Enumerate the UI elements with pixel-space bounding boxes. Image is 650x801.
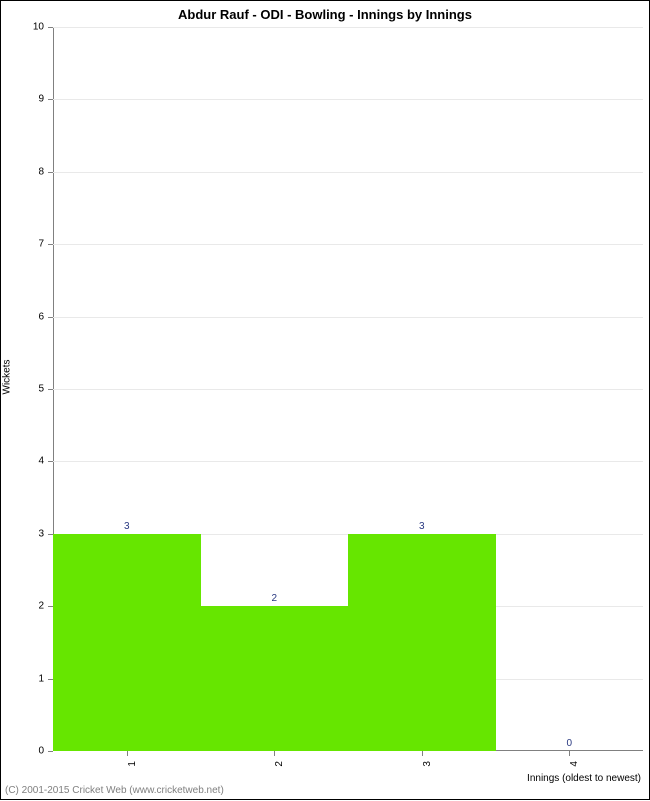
x-tick-label: 3 [422,761,433,801]
y-tick-label: 1 [1,673,44,684]
x-tick [569,751,570,756]
bar-value-label: 3 [124,521,130,532]
x-tick-label: 1 [127,761,138,801]
y-tick [48,99,53,100]
y-tick-label: 4 [1,456,44,467]
gridline-h [53,317,643,318]
bar [201,606,349,751]
gridline-h [53,172,643,173]
y-tick [48,534,53,535]
x-axis-title: Innings (oldest to newest) [527,773,641,784]
gridline-h [53,27,643,28]
x-tick-label: 2 [274,761,285,801]
bar-value-label: 2 [271,593,277,604]
y-tick [48,389,53,390]
y-tick-label: 7 [1,239,44,250]
y-tick-label: 5 [1,384,44,395]
y-tick [48,751,53,752]
x-tick [127,751,128,756]
y-tick-label: 9 [1,94,44,105]
y-tick [48,27,53,28]
bar [53,534,201,751]
x-tick [422,751,423,756]
y-tick [48,244,53,245]
y-tick-label: 6 [1,311,44,322]
y-tick [48,606,53,607]
y-tick-label: 2 [1,601,44,612]
gridline-h [53,244,643,245]
bar [348,534,496,751]
x-tick-label: 4 [569,761,580,801]
gridline-h [53,389,643,390]
bar-value-label: 3 [419,521,425,532]
y-tick [48,461,53,462]
bar-value-label: 0 [566,738,572,749]
y-tick [48,679,53,680]
y-tick-label: 3 [1,528,44,539]
gridline-h [53,99,643,100]
copyright-text: (C) 2001-2015 Cricket Web (www.cricketwe… [5,785,224,796]
chart-container: Abdur Rauf - ODI - Bowling - Innings by … [0,0,650,800]
y-tick [48,317,53,318]
x-tick [274,751,275,756]
plot-area: 3 2 3 0 [53,27,643,751]
y-tick-label: 8 [1,166,44,177]
gridline-h [53,461,643,462]
y-tick-label: 0 [1,746,44,757]
y-tick [48,172,53,173]
chart-title: Abdur Rauf - ODI - Bowling - Innings by … [1,7,649,22]
y-tick-label: 10 [1,22,44,33]
